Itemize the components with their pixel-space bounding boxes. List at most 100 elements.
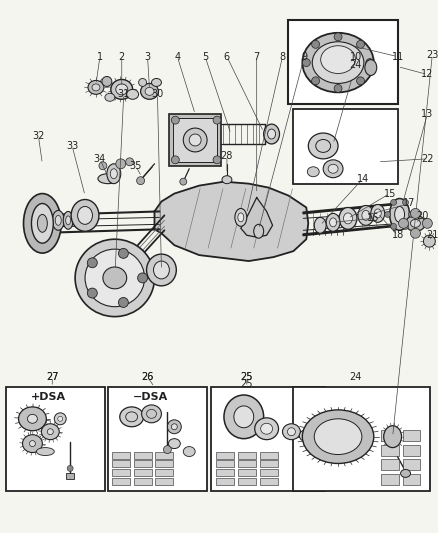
Text: 26: 26 [141, 372, 153, 382]
Ellipse shape [234, 208, 246, 227]
Bar [211, 387, 325, 491]
Ellipse shape [389, 198, 409, 230]
Ellipse shape [260, 423, 272, 434]
Bar [112, 470, 129, 477]
Bar [108, 387, 207, 491]
Ellipse shape [138, 78, 146, 86]
Bar [112, 478, 129, 485]
Ellipse shape [374, 209, 380, 218]
Ellipse shape [237, 213, 243, 222]
Bar [402, 474, 420, 485]
Ellipse shape [145, 87, 154, 95]
Ellipse shape [29, 441, 35, 447]
Ellipse shape [399, 470, 410, 478]
Circle shape [402, 199, 408, 205]
Ellipse shape [302, 33, 373, 92]
Ellipse shape [54, 413, 66, 425]
Text: 23: 23 [425, 50, 438, 60]
Circle shape [333, 84, 341, 92]
Text: 11: 11 [391, 52, 403, 62]
Ellipse shape [52, 211, 64, 230]
Circle shape [390, 223, 396, 229]
Text: 21: 21 [425, 230, 438, 240]
Circle shape [302, 59, 310, 67]
Ellipse shape [410, 220, 420, 227]
Ellipse shape [37, 214, 47, 232]
Text: 32: 32 [32, 131, 45, 141]
Bar [402, 459, 420, 471]
Ellipse shape [405, 215, 424, 231]
Ellipse shape [22, 435, 42, 453]
Text: 2: 2 [118, 52, 124, 62]
Text: 28: 28 [220, 151, 233, 161]
Text: 35: 35 [129, 161, 141, 171]
Ellipse shape [314, 419, 361, 455]
Circle shape [67, 465, 73, 471]
Text: 3: 3 [144, 52, 150, 62]
Ellipse shape [267, 129, 275, 139]
Text: 15: 15 [383, 189, 395, 199]
Ellipse shape [383, 426, 401, 448]
Bar [133, 478, 151, 485]
Ellipse shape [223, 395, 263, 439]
Text: 17: 17 [403, 198, 415, 208]
Bar [259, 461, 277, 467]
Bar [215, 451, 233, 458]
Circle shape [171, 116, 179, 124]
Text: +DSA: +DSA [30, 392, 65, 402]
Ellipse shape [28, 414, 37, 423]
Circle shape [116, 159, 125, 169]
Ellipse shape [120, 407, 143, 427]
Text: 7: 7 [253, 52, 259, 62]
Ellipse shape [325, 213, 339, 231]
Ellipse shape [343, 213, 352, 224]
Ellipse shape [151, 78, 161, 86]
Text: 34: 34 [94, 154, 106, 164]
Ellipse shape [71, 199, 99, 231]
Bar [215, 478, 233, 485]
Ellipse shape [253, 224, 263, 238]
Circle shape [212, 116, 220, 124]
Bar [215, 470, 233, 477]
Ellipse shape [364, 60, 376, 76]
Ellipse shape [167, 420, 181, 434]
Text: 33: 33 [66, 141, 78, 151]
Bar [402, 430, 420, 441]
Text: 27: 27 [46, 372, 58, 382]
Ellipse shape [75, 239, 154, 317]
Text: 10: 10 [349, 52, 361, 62]
Ellipse shape [41, 424, 59, 440]
Text: 31: 31 [117, 90, 130, 99]
Circle shape [212, 156, 220, 164]
Circle shape [137, 273, 147, 283]
Polygon shape [240, 198, 272, 237]
Circle shape [163, 446, 171, 454]
Ellipse shape [153, 261, 169, 279]
Ellipse shape [361, 211, 369, 220]
Text: 25: 25 [240, 379, 252, 389]
Ellipse shape [307, 167, 318, 177]
Ellipse shape [116, 84, 127, 95]
Ellipse shape [307, 133, 337, 159]
Bar [215, 461, 233, 467]
Text: 20: 20 [415, 212, 427, 221]
Circle shape [118, 297, 128, 308]
Bar [402, 445, 420, 456]
Ellipse shape [299, 430, 313, 442]
Text: 16: 16 [366, 213, 378, 223]
Text: 25: 25 [240, 372, 252, 382]
Text: 25: 25 [240, 372, 252, 382]
Bar [155, 451, 173, 458]
Circle shape [398, 219, 408, 228]
Bar [259, 478, 277, 485]
Ellipse shape [105, 93, 115, 101]
Circle shape [311, 77, 319, 85]
Circle shape [136, 177, 144, 184]
Ellipse shape [66, 216, 71, 225]
Ellipse shape [92, 84, 100, 91]
Ellipse shape [141, 405, 161, 423]
Bar [66, 473, 74, 479]
Ellipse shape [24, 193, 61, 253]
Circle shape [365, 59, 373, 67]
Ellipse shape [311, 42, 363, 84]
